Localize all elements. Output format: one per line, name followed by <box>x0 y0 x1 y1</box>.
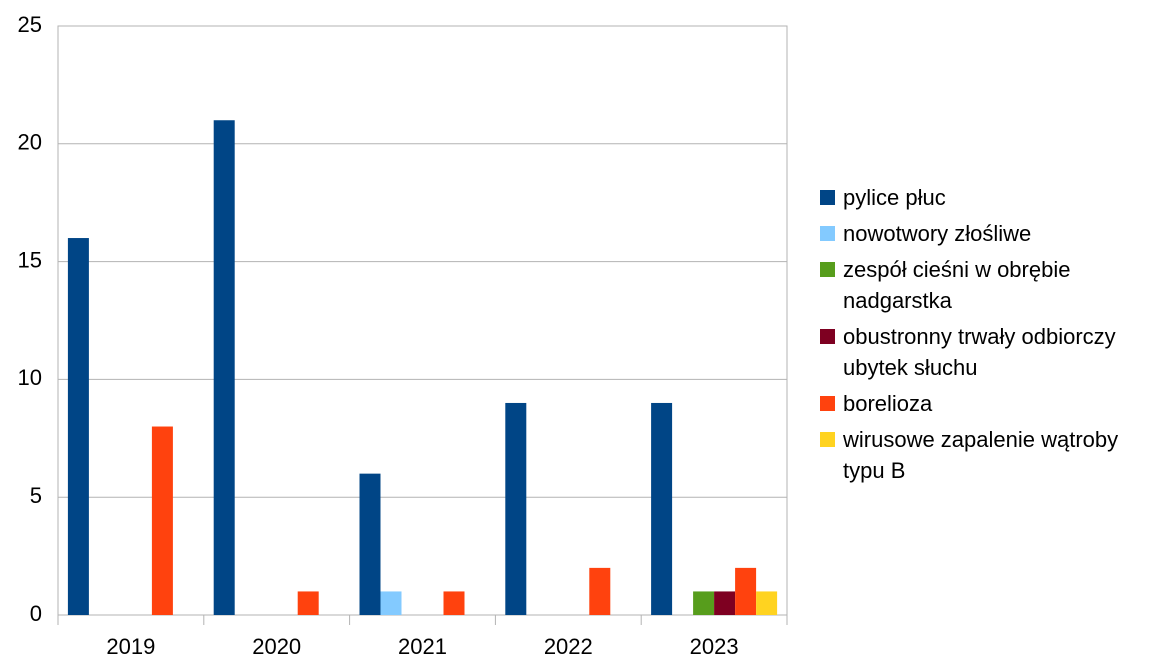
x-tick-label: 2019 <box>106 634 155 659</box>
bar <box>651 402 673 615</box>
y-tick-label: 10 <box>18 365 42 390</box>
legend-item: pylice płuc <box>820 182 1165 213</box>
x-tick-label: 2021 <box>398 634 447 659</box>
bar <box>714 591 736 615</box>
legend-label: obustronny trwały odbiorczy ubytek słuch… <box>843 324 1116 380</box>
legend-item: nowotwory złośliwe <box>820 218 1165 249</box>
legend-swatch <box>820 432 835 447</box>
legend: pylice płuc nowotwory złośliwe zespół cieś… <box>820 182 1165 491</box>
bar <box>297 591 319 615</box>
x-tick-label: 2023 <box>690 634 739 659</box>
legend-swatch <box>820 262 835 277</box>
legend-item: obustronny trwały odbiorczy ubytek słuch… <box>820 321 1165 383</box>
legend-label: nowotwory złośliwe <box>843 221 1032 246</box>
legend-label: borelioza <box>843 391 933 416</box>
legend-label: pylice płuc <box>843 185 946 210</box>
y-tick-label: 0 <box>30 601 42 626</box>
bar <box>443 591 465 615</box>
legend-swatch <box>820 329 835 344</box>
bar <box>380 591 402 615</box>
bar <box>589 567 611 615</box>
bar <box>213 120 235 616</box>
legend-swatch <box>820 396 835 411</box>
plot-border <box>57 25 788 616</box>
legend-label: zespół cieśni w obrębie nadgarstka <box>843 257 1071 313</box>
bar <box>505 402 527 615</box>
legend-item: zespół cieśni w obrębie nadgarstka <box>820 254 1165 316</box>
bar <box>359 473 381 615</box>
legend-item: borelioza <box>820 388 1165 419</box>
bar <box>693 591 715 615</box>
legend-swatch <box>820 226 835 241</box>
legend-swatch <box>820 190 835 205</box>
bar <box>67 238 89 616</box>
y-tick-label: 20 <box>18 130 42 155</box>
bar <box>151 426 173 615</box>
legend-label: wirusowe zapalenie wątroby typu B <box>843 427 1119 483</box>
x-tick-label: 2022 <box>544 634 593 659</box>
y-tick-label: 25 <box>18 12 42 37</box>
legend-item: wirusowe zapalenie wątroby typu B <box>820 424 1165 486</box>
bar <box>735 567 757 615</box>
x-tick-label: 2020 <box>252 634 301 659</box>
bar <box>756 591 778 615</box>
y-tick-label: 5 <box>30 483 42 508</box>
y-tick-label: 15 <box>18 247 42 272</box>
